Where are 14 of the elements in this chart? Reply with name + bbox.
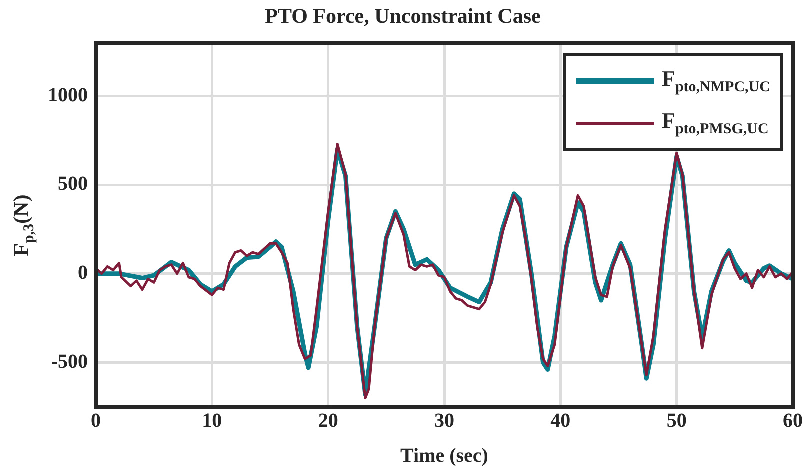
x-tick-label: 10	[202, 410, 222, 432]
x-tick-label: 60	[783, 410, 803, 432]
legend-label: F$_{pto,NMPC,UC}$	[662, 66, 770, 96]
x-axis-title: Time (sec)	[400, 445, 490, 468]
x-tick-label: 50	[666, 410, 687, 432]
legend-label: F$_{pto,PMSG,UC}$	[662, 108, 769, 138]
x-tick-label: 20	[318, 410, 338, 432]
y-tick-label: 1000	[48, 84, 88, 106]
chart-title: PTO Force, Unconstraint Case	[264, 4, 542, 29]
y-tick-label: 500	[58, 173, 88, 196]
x-tick-label: 30	[434, 410, 454, 432]
y-tick-label: 0	[78, 262, 88, 284]
x-tick-label: 40	[550, 410, 571, 432]
y-tick-label: -500	[51, 350, 88, 373]
